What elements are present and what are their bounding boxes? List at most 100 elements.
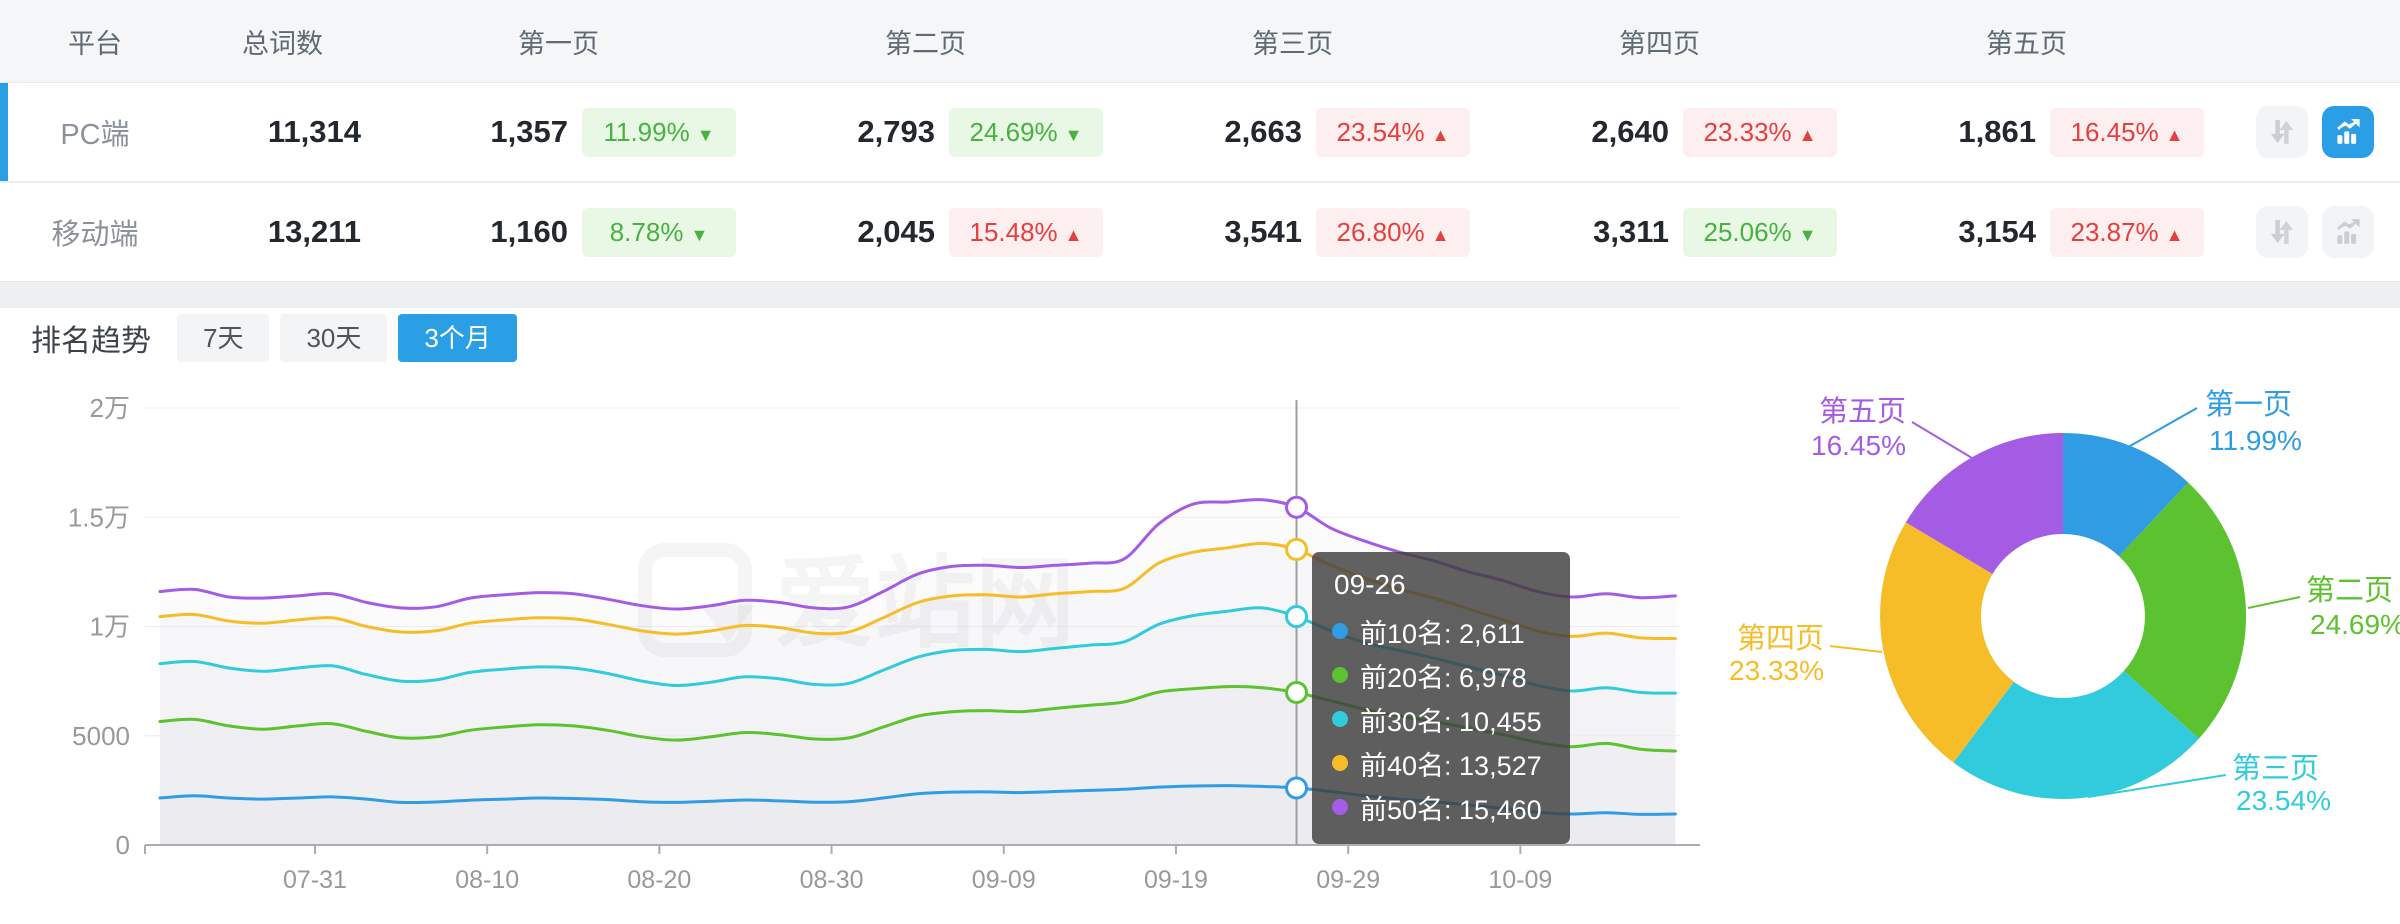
- arrow-up-icon: ▲: [2165, 224, 2184, 245]
- sort-arrows-icon: [2267, 217, 2297, 247]
- arrow-up-icon: ▲: [1431, 124, 1450, 145]
- period-tabs: 7天 30天 3个月: [166, 314, 517, 362]
- percent-badge: 15.48% ▲: [949, 207, 1103, 257]
- arrow-up-icon: ▲: [1798, 124, 1817, 145]
- donut-slice-第五页[interactable]: [1905, 433, 2063, 574]
- x-axis-tick-label: 08-10: [455, 866, 519, 894]
- table-header: 平台 总词数 第一页 第二页 第三页 第四页 第五页: [0, 0, 2400, 83]
- page-count: 1,357: [490, 114, 568, 149]
- donut-slice-第二页[interactable]: [2119, 482, 2247, 739]
- page-cell: 2,663 23.54% ▲: [1109, 107, 1476, 157]
- donut-slice-第一页[interactable]: [2063, 433, 2189, 557]
- arrow-down-icon: ▼: [1064, 124, 1083, 145]
- row-actions: [2210, 106, 2400, 158]
- table-row-pc[interactable]: PC端 11,314 1,357 11.99% ▼ 2,793 24.69% ▼ 2,663 23…: [0, 83, 2400, 181]
- percent-badge: 25.06% ▼: [1683, 207, 1837, 257]
- x-axis-tick-label: 08-30: [800, 866, 864, 894]
- page-count: 3,311: [1593, 214, 1669, 249]
- page-count: 2,663: [1224, 114, 1302, 149]
- column-header: 第五页: [1986, 28, 2067, 59]
- sort-arrows-button[interactable]: [2256, 106, 2308, 158]
- donut-label-name: 第四页: [1737, 622, 1824, 655]
- rank-trend-line-chart[interactable]: 0 5000 1万 1.5万 2万 爱站网 07-31 08-10 08-20 08-30 09-0…: [0, 370, 1750, 924]
- y-axis-tick-label: 2万: [90, 393, 130, 423]
- hover-point-前30名: [1285, 605, 1309, 629]
- section-divider: [0, 281, 2400, 309]
- table-row-mobile[interactable]: 移动端 13,211 1,160 8.78% ▼ 2,045 15.48% ▲ 3,541 26.…: [0, 181, 2400, 281]
- percent-badge: 23.87% ▲: [2050, 207, 2204, 257]
- column-header: 总词数: [242, 28, 323, 59]
- hover-point-前50名: [1285, 495, 1309, 519]
- page-count: 1,861: [1958, 114, 2036, 149]
- x-axis-tick-label: 08-20: [627, 866, 691, 894]
- trend-chart-icon: [2333, 217, 2363, 247]
- column-header: 平台: [68, 28, 122, 59]
- x-axis-tick-label: 10-09: [1488, 866, 1552, 894]
- page-count: 2,640: [1591, 114, 1669, 149]
- percent-badge: 11.99% ▼: [582, 107, 736, 157]
- hover-point-前40名: [1285, 537, 1309, 561]
- x-axis-tick-label: 07-31: [283, 866, 347, 894]
- platform-label: PC端: [60, 119, 130, 151]
- hover-point-前10名: [1285, 776, 1309, 800]
- y-axis-tick-label: 5000: [72, 721, 130, 751]
- total-words-value: 13,211: [267, 214, 361, 249]
- page-cell: 3,311 25.06% ▼: [1476, 207, 1843, 257]
- column-header: 第四页: [1619, 28, 1700, 59]
- rank-table: 平台 总词数 第一页 第二页 第三页 第四页 第五页 PC端 11,314 1,357 11.99…: [0, 0, 2400, 281]
- page-cell: 3,154 23.87% ▲: [1843, 207, 2210, 257]
- section-title: 排名趋势: [31, 325, 151, 358]
- trend-chart-button[interactable]: [2322, 106, 2374, 158]
- donut-label-percent: 23.54%: [2236, 785, 2331, 816]
- percent-badge: 23.54% ▲: [1316, 107, 1470, 157]
- arrow-up-icon: ▲: [1431, 224, 1450, 245]
- donut-slice-第三页[interactable]: [1953, 670, 2199, 799]
- arrow-up-icon: ▲: [2165, 124, 2184, 145]
- hover-point-前20名: [1285, 681, 1309, 705]
- donut-label-name: 第一页: [2205, 388, 2292, 421]
- arrow-down-icon: ▼: [690, 224, 709, 245]
- page-cell: 2,793 24.69% ▼: [742, 107, 1109, 157]
- percent-badge: 26.80% ▲: [1316, 207, 1470, 257]
- donut-label-percent: 24.69%: [2310, 609, 2400, 640]
- donut-slice-第四页[interactable]: [1880, 522, 2014, 763]
- tab-7天[interactable]: 7天: [177, 314, 270, 362]
- arrow-down-icon: ▼: [1798, 224, 1817, 245]
- x-axis-tick-label: 09-19: [1144, 866, 1208, 894]
- page-cell: 2,045 15.48% ▲: [742, 207, 1109, 257]
- arrow-down-icon: ▼: [696, 124, 715, 145]
- donut-label-percent: 23.33%: [1729, 655, 1824, 686]
- sort-arrows-button[interactable]: [2256, 206, 2308, 258]
- y-axis-tick-label: 1万: [90, 612, 130, 642]
- column-header: 第二页: [885, 28, 966, 59]
- page-count: 2,793: [857, 114, 935, 149]
- y-axis-tick-label: 0: [116, 830, 130, 860]
- percent-badge: 16.45% ▲: [2050, 107, 2204, 157]
- x-axis-tick-label: 09-29: [1316, 866, 1380, 894]
- trend-chart-button[interactable]: [2322, 206, 2374, 258]
- platform-label: 移动端: [51, 219, 139, 251]
- page-cell: 3,541 26.80% ▲: [1109, 207, 1476, 257]
- trend-toolbar: 排名趋势 7天 30天 3个月: [31, 314, 517, 362]
- page-share-donut-chart[interactable]: 第一页 11.99% 第二页 24.69% 第三页 23.54% 第四页 23.33% 第五页 1…: [1700, 370, 2400, 924]
- arrow-up-icon: ▲: [1064, 224, 1083, 245]
- page-count: 3,541: [1224, 214, 1302, 249]
- y-axis-tick-label: 1.5万: [68, 502, 130, 532]
- percent-badge: 24.69% ▼: [949, 107, 1103, 157]
- tab-30天[interactable]: 30天: [280, 314, 388, 362]
- watermark-text: 爱站网: [775, 548, 1075, 660]
- donut-label-percent: 11.99%: [2209, 425, 2302, 456]
- percent-badge: 8.78% ▼: [582, 207, 736, 257]
- donut-label-name: 第二页: [2306, 574, 2393, 607]
- trend-chart-icon: [2333, 117, 2363, 147]
- page-cell: 1,861 16.45% ▲: [1843, 107, 2210, 157]
- sort-arrows-icon: [2267, 117, 2297, 147]
- total-words-value: 11,314: [267, 114, 361, 149]
- page-count: 3,154: [1958, 214, 2036, 249]
- row-actions: [2210, 206, 2400, 258]
- tab-3个月[interactable]: 3个月: [398, 314, 517, 362]
- page-count: 1,160: [490, 214, 568, 249]
- donut-label-name: 第三页: [2232, 752, 2319, 785]
- table-body: PC端 11,314 1,357 11.99% ▼ 2,793 24.69% ▼ 2,663 23…: [0, 83, 2400, 281]
